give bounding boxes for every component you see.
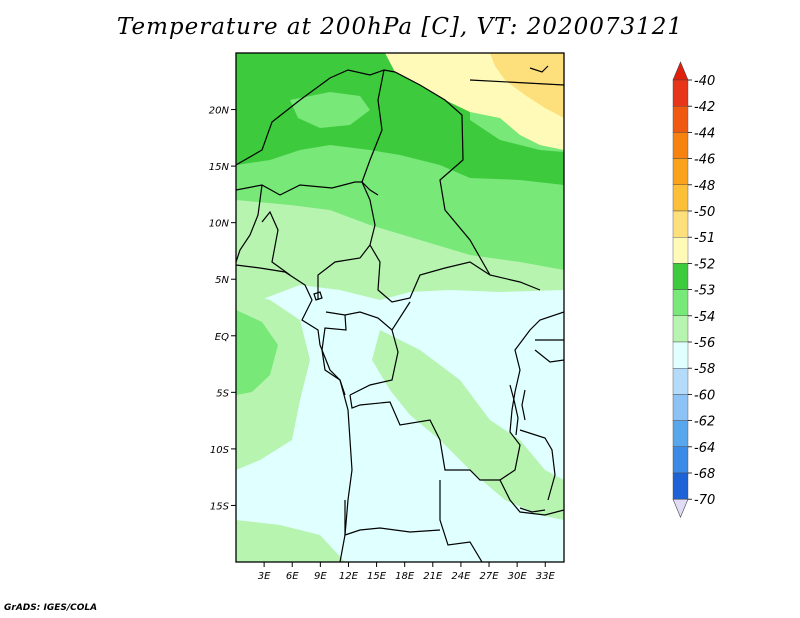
colorbar-segment bbox=[672, 368, 689, 395]
shade-minus52 bbox=[236, 53, 564, 185]
border-line bbox=[361, 69, 385, 246]
lat-tick-label: 5N bbox=[215, 275, 229, 286]
lat-tick-label: 10N bbox=[209, 219, 230, 230]
border-line bbox=[534, 349, 564, 363]
lon-tick-label: 24E bbox=[451, 571, 471, 582]
island-outline bbox=[313, 291, 323, 301]
colorbar-segment bbox=[672, 341, 689, 369]
colorbar-segment bbox=[672, 210, 689, 238]
map-frame bbox=[235, 52, 565, 563]
colorbar-segment bbox=[672, 236, 689, 264]
colorbar-segment bbox=[672, 105, 689, 133]
shade-minus53-patch bbox=[290, 92, 370, 128]
lon-tick-label: 33E bbox=[536, 571, 556, 582]
lake-shore bbox=[509, 384, 519, 436]
colorbar-label: -64 bbox=[694, 441, 715, 456]
colorbar-segment bbox=[672, 263, 689, 290]
border-line bbox=[519, 429, 556, 501]
longitude-axis: 3E 6E 9E 12E 15E 18E 21E 24E 27E 30E 33E bbox=[258, 562, 556, 582]
lon-tick-label: 12E bbox=[339, 571, 359, 582]
lon-tick-label: 30E bbox=[508, 571, 528, 582]
lon-tick-label: 15E bbox=[367, 571, 387, 582]
border-line bbox=[349, 329, 399, 396]
colorbar-segment bbox=[672, 394, 689, 421]
border-line bbox=[499, 479, 564, 516]
border-line bbox=[439, 480, 483, 562]
shade-minus53-west bbox=[236, 310, 278, 395]
colorbar-label: -48 bbox=[694, 179, 715, 194]
map-title: Temperature at 200hPa [C], VT: 202007312… bbox=[116, 14, 684, 40]
colorbar-segment bbox=[672, 289, 689, 317]
temperature-shading bbox=[236, 53, 564, 562]
colorbar-label: -62 bbox=[694, 415, 715, 430]
colorbar-segment bbox=[672, 79, 689, 107]
colorbar-label: -60 bbox=[694, 388, 715, 403]
coast-detail bbox=[529, 65, 549, 73]
colorbar-segment bbox=[672, 184, 689, 212]
colorbar-segment bbox=[672, 472, 689, 500]
lon-tick-label: 18E bbox=[395, 571, 415, 582]
border-line bbox=[261, 210, 291, 276]
lat-tick-label: 15N bbox=[209, 162, 230, 173]
coastline bbox=[236, 264, 353, 562]
colorbar-top-arrow bbox=[672, 61, 689, 81]
colorbar-label: -46 bbox=[694, 153, 715, 168]
lake-shore bbox=[519, 507, 546, 513]
colorbar-label: -52 bbox=[694, 257, 715, 272]
colorbar-segment bbox=[672, 420, 689, 448]
colorbar-segment bbox=[672, 132, 689, 159]
lon-tick-label: 21E bbox=[423, 571, 443, 582]
colorbar-label: -58 bbox=[694, 362, 715, 377]
border-line bbox=[349, 394, 500, 481]
lon-tick-label: 6E bbox=[286, 571, 299, 582]
colorbar-segment bbox=[672, 315, 689, 343]
colorbar-label: -50 bbox=[694, 205, 715, 220]
border-line bbox=[369, 244, 491, 303]
lon-tick-label: 3E bbox=[258, 571, 271, 582]
country-borders bbox=[236, 65, 564, 562]
colorbar: -40 -42 -44 -46 -48 -50 -51 -52 -53 -54 -56 -58 -60 -… bbox=[672, 61, 715, 518]
shade-minus54-central bbox=[372, 330, 564, 520]
border-line bbox=[499, 311, 564, 481]
river-line bbox=[361, 181, 379, 196]
lon-tick-label: 27E bbox=[480, 571, 500, 582]
colorbar-label: -56 bbox=[694, 336, 715, 351]
border-line bbox=[317, 244, 371, 300]
latitude-axis: 20N 15N 10N 5N EQ 5S 10S 15S bbox=[209, 106, 236, 512]
lat-tick-label: EQ bbox=[215, 332, 229, 343]
colorbar-label: -53 bbox=[694, 284, 715, 299]
colorbar-label: -54 bbox=[694, 310, 715, 325]
colorbar-segment bbox=[672, 446, 689, 474]
colorbar-label: -40 bbox=[694, 74, 715, 89]
border-line bbox=[469, 79, 564, 86]
colorbar-segment bbox=[672, 158, 689, 186]
lat-tick-label: 10S bbox=[210, 445, 230, 456]
lake-shore bbox=[521, 389, 526, 421]
border-line bbox=[236, 184, 263, 263]
lon-tick-label: 9E bbox=[314, 571, 327, 582]
colorbar-bottom-arrow bbox=[672, 498, 689, 518]
border-line bbox=[236, 69, 541, 291]
colorbar-label: -51 bbox=[694, 231, 715, 246]
colorbar-label: -68 bbox=[694, 467, 715, 482]
lat-tick-label: 20N bbox=[209, 106, 230, 117]
credit-text: GrADS: IGES/COLA bbox=[4, 603, 98, 613]
colorbar-label: -42 bbox=[694, 100, 715, 115]
colorbar-label: -44 bbox=[694, 126, 715, 141]
border-line bbox=[325, 301, 411, 331]
lat-tick-label: 15S bbox=[210, 501, 230, 512]
colorbar-label: -70 bbox=[694, 493, 715, 508]
shade-minus54-south bbox=[236, 520, 345, 562]
lat-tick-label: 5S bbox=[216, 388, 229, 399]
